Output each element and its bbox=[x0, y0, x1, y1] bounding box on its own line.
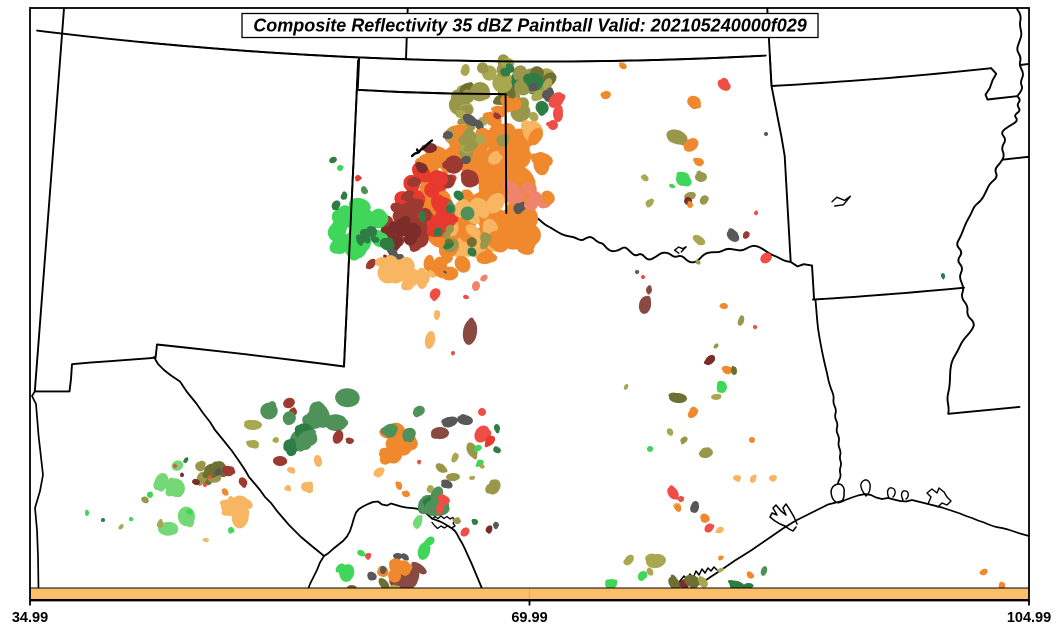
svg-text:Composite Reflectivity 35 dBZ: Composite Reflectivity 35 dBZ Paintball … bbox=[253, 16, 807, 36]
svg-text:104.99: 104.99 bbox=[1007, 610, 1051, 626]
svg-text:69.99: 69.99 bbox=[511, 610, 547, 626]
svg-text:34.99: 34.99 bbox=[12, 610, 48, 626]
